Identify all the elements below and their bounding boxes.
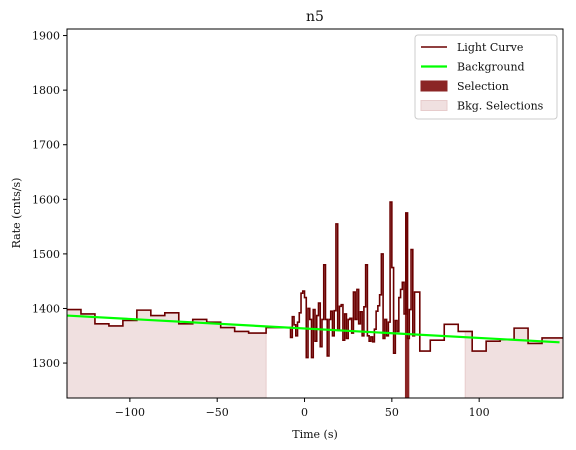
legend: Light Curve Background Selection Bkg. Selec… [414, 34, 558, 120]
y-tick-label: 1900 [32, 30, 60, 43]
bkg-selection-region-0 [67, 309, 267, 398]
x-axis-ticks: −100 −50 0 50 100 [115, 398, 490, 419]
y-tick-label: 1500 [32, 248, 60, 261]
y-tick-label: 1600 [32, 193, 60, 206]
light-curve-line [67, 201, 563, 359]
legend-label: Light Curve [457, 41, 523, 54]
y-tick-label: 1700 [32, 139, 60, 152]
y-axis-label: Rate (cnts/s) [10, 178, 23, 249]
legend-swatch-bkg-selection [420, 100, 448, 111]
chart-title: n5 [306, 9, 324, 25]
light-curve-layer [67, 201, 563, 359]
y-tick-label: 1300 [32, 357, 60, 370]
legend-label: Bkg. Selections [457, 100, 544, 113]
legend-swatch-selection [420, 80, 448, 92]
y-tick-label: 1400 [32, 302, 60, 315]
x-tick-label: −50 [206, 406, 229, 419]
plot-frame [66, 28, 564, 399]
legend-label: Background [457, 61, 525, 74]
x-axis-label: Time (s) [292, 428, 338, 441]
x-tick-label: 0 [301, 406, 308, 419]
legend-box [414, 34, 558, 120]
x-tick-label: 100 [469, 406, 490, 419]
x-tick-label: −100 [115, 406, 145, 419]
background-fit-line [67, 314, 560, 344]
legend-label: Selection [457, 80, 509, 93]
background-fit-layer [67, 314, 560, 344]
y-tick-label: 1800 [32, 84, 60, 97]
y-axis-ticks: 1300 1400 1500 1600 1700 1800 1900 [32, 30, 67, 370]
x-tick-label: 50 [385, 406, 399, 419]
